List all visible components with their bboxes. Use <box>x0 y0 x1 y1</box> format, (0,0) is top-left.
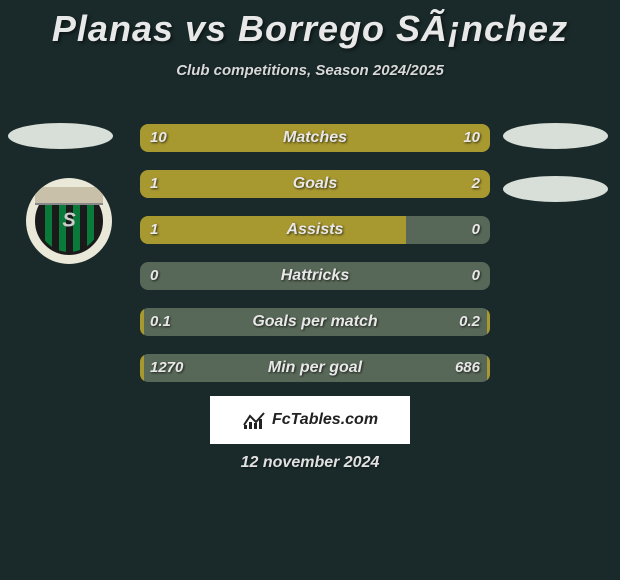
player-right-ellipse-2 <box>503 176 608 202</box>
player-right-ellipse-1 <box>503 123 608 149</box>
fctables-logo: FcTables.com <box>210 396 410 444</box>
stat-row: 1010Matches <box>140 124 490 152</box>
stat-row: 0.10.2Goals per match <box>140 308 490 336</box>
stat-label: Assists <box>140 216 490 244</box>
stat-row: 12Goals <box>140 170 490 198</box>
page-title: Planas vs Borrego SÃ¡nchez <box>0 0 620 50</box>
player-left-ellipse <box>8 123 113 149</box>
logo-text: FcTables.com <box>272 411 378 429</box>
stat-row: 1270686Min per goal <box>140 354 490 382</box>
stat-row: 00Hattricks <box>140 262 490 290</box>
comparison-bars: 1010Matches 12Goals 10Assists 00Hattricks 0.… <box>140 124 490 400</box>
page-subtitle: Club competitions, Season 2024/2025 <box>0 62 620 79</box>
club-badge: S <box>26 178 112 264</box>
chart-icon <box>242 410 266 430</box>
stat-label: Matches <box>140 124 490 152</box>
stat-label: Min per goal <box>140 354 490 382</box>
stat-label: Hattricks <box>140 262 490 290</box>
date-label: 12 november 2024 <box>0 454 620 472</box>
stat-row: 10Assists <box>140 216 490 244</box>
stat-label: Goals per match <box>140 308 490 336</box>
stat-label: Goals <box>140 170 490 198</box>
